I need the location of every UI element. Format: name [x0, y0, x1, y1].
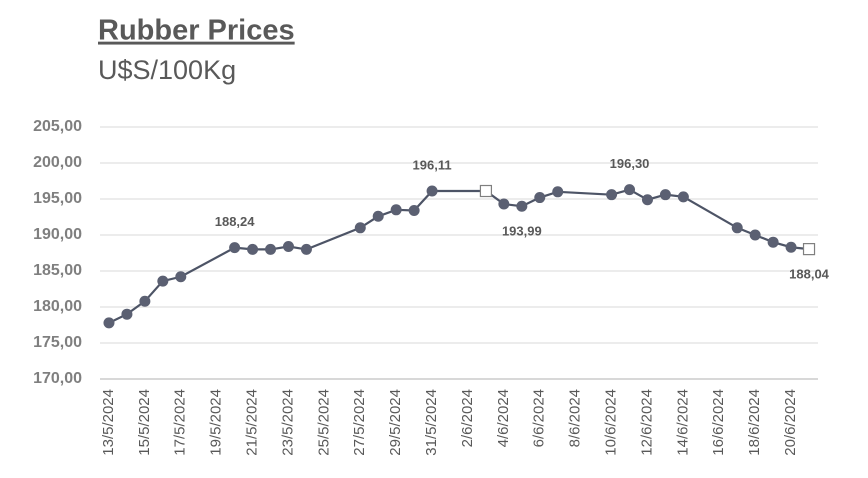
- marker: [354, 222, 366, 234]
- x-tick-label: 27/5/2024: [351, 389, 368, 456]
- marker: [677, 191, 689, 203]
- marker: [534, 192, 546, 204]
- chart-subtitle: U$S/100Kg: [98, 55, 236, 85]
- marker: [103, 317, 115, 329]
- marker: [390, 204, 402, 216]
- x-tick-label: 10/6/2024: [603, 389, 620, 456]
- y-tick-label: 170,00: [33, 370, 82, 387]
- marker: [426, 185, 438, 197]
- y-tick-label: 195,00: [33, 190, 82, 207]
- line: [108, 188, 810, 324]
- x-tick-label: 20/6/2024: [782, 389, 799, 456]
- x-tick-label: 8/6/2024: [567, 389, 584, 447]
- marker: [157, 275, 169, 287]
- square-marker: [479, 184, 493, 198]
- marker: [785, 241, 797, 253]
- x-tick-label: 21/5/2024: [244, 389, 261, 456]
- data-label: 196,30: [610, 156, 650, 171]
- x-tick-label: 17/5/2024: [172, 389, 189, 456]
- y-tick-label: 180,00: [33, 298, 82, 315]
- x-tick-label: 14/6/2024: [674, 389, 691, 456]
- marker: [265, 243, 277, 255]
- data-label: 188,24: [215, 214, 256, 229]
- marker: [300, 243, 312, 255]
- marker: [247, 243, 259, 255]
- y-tick-label: 185,00: [33, 262, 82, 279]
- marker: [659, 189, 671, 201]
- data-label: 193,99: [502, 224, 542, 239]
- x-tick-label: 23/5/2024: [279, 389, 296, 456]
- x-tick-label: 4/6/2024: [495, 389, 512, 447]
- square-marker: [802, 243, 816, 256]
- marker: [175, 271, 187, 283]
- marker: [606, 189, 618, 201]
- x-tick-label: 18/6/2024: [746, 389, 763, 456]
- x-tick-label: 16/6/2024: [710, 389, 727, 456]
- x-tick-label: 13/5/2024: [100, 389, 117, 456]
- marker: [749, 229, 761, 241]
- x-tick-label: 31/5/2024: [423, 389, 440, 456]
- x-tick-label: 12/6/2024: [638, 389, 655, 456]
- data-label: 196,11: [413, 157, 452, 172]
- marker: [282, 241, 294, 253]
- marker: [121, 308, 133, 320]
- marker: [624, 184, 636, 196]
- x-tick-label: 15/5/2024: [136, 389, 153, 456]
- x-tick-label: 25/5/2024: [315, 389, 332, 456]
- marker: [408, 205, 420, 217]
- marker: [229, 242, 241, 254]
- y-tick-label: 205,00: [33, 118, 82, 135]
- y-tick-label: 175,00: [33, 334, 82, 351]
- marker: [641, 194, 653, 206]
- marker: [498, 198, 510, 210]
- marker: [372, 210, 384, 222]
- marker: [552, 186, 564, 198]
- data-label: 188,04: [789, 267, 830, 282]
- marker: [767, 236, 779, 248]
- x-tick-label: 19/5/2024: [208, 389, 225, 456]
- y-tick-label: 190,00: [33, 226, 82, 243]
- y-tick-label: 200,00: [33, 154, 82, 171]
- marker: [139, 295, 151, 307]
- chart-title: Rubber Prices: [98, 15, 295, 47]
- x-tick-label: 29/5/2024: [387, 389, 404, 456]
- marker: [516, 200, 528, 212]
- x-tick-label: 2/6/2024: [459, 389, 476, 447]
- marker: [731, 222, 743, 234]
- x-tick-label: 6/6/2024: [531, 389, 548, 447]
